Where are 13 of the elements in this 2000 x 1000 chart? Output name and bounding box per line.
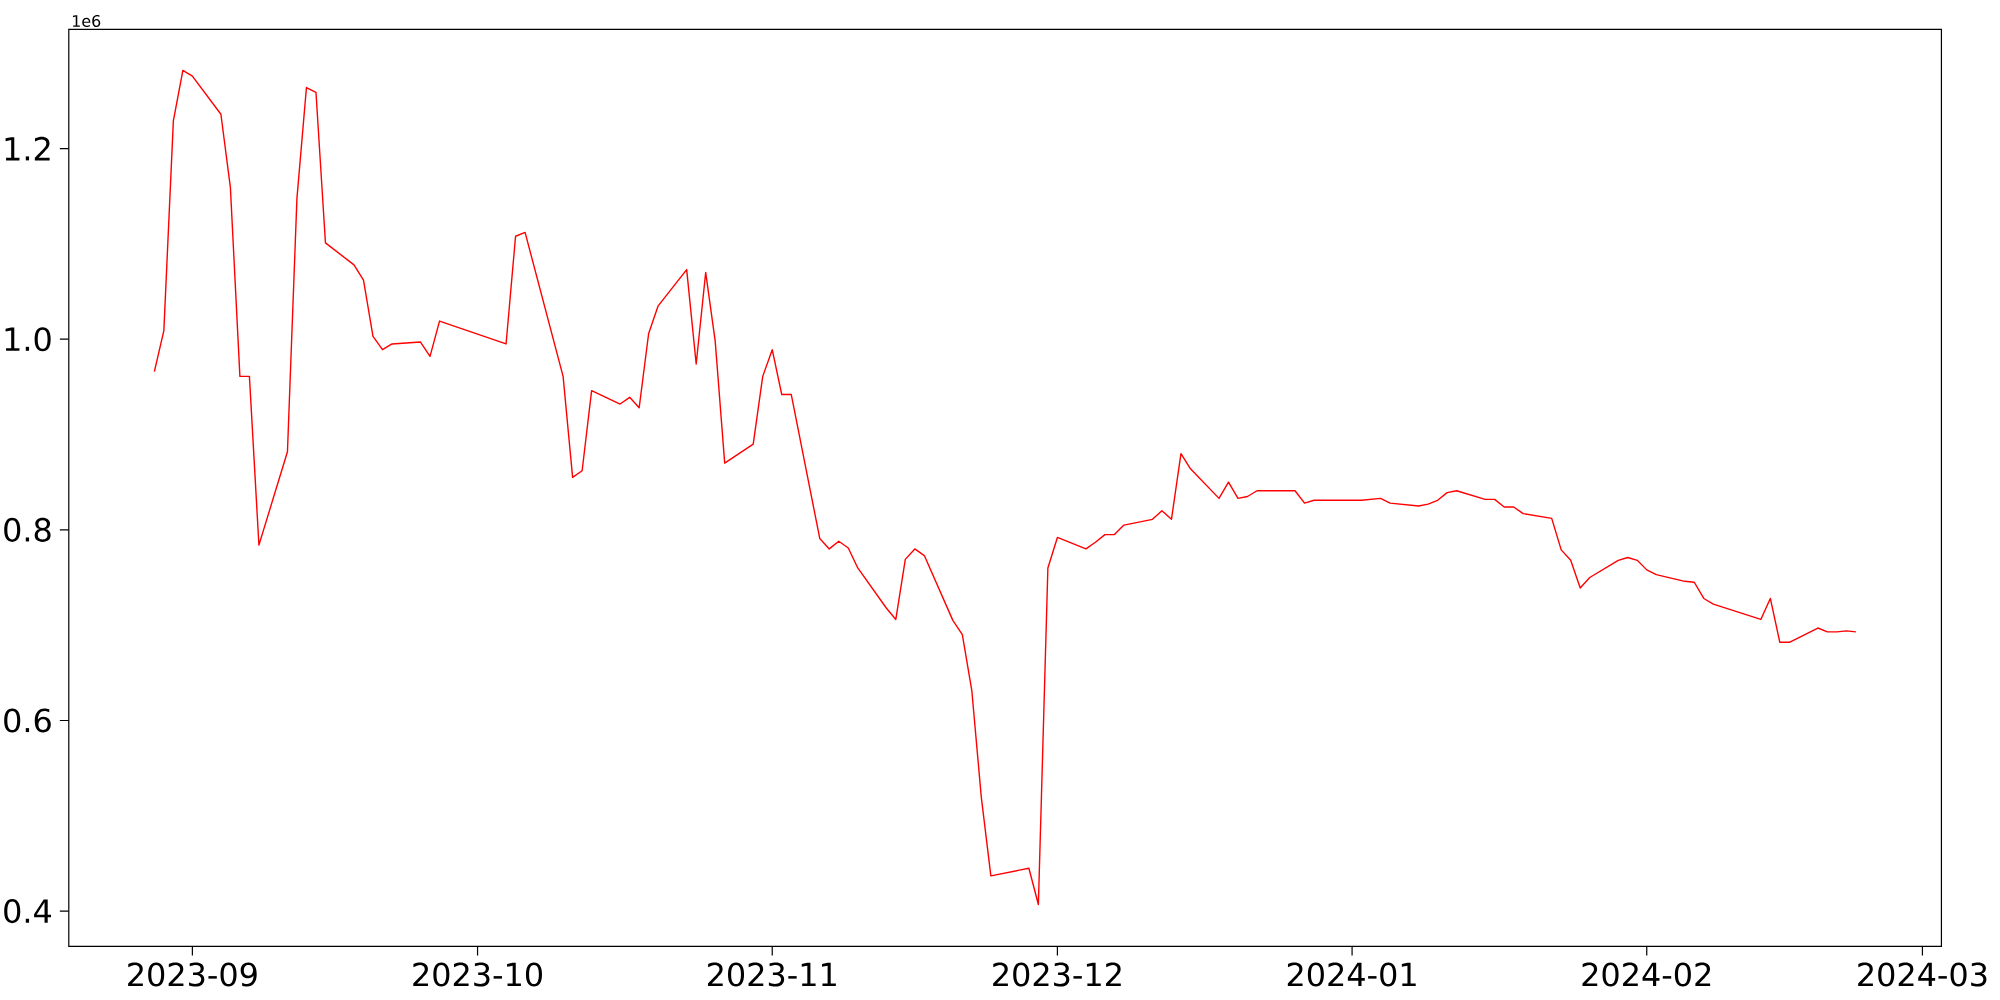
x-tick-label: 2023-09 xyxy=(128,962,257,987)
x-tick-label: 2024-03 xyxy=(1858,962,1987,987)
x-tick-label: 2024-02 xyxy=(1582,962,1711,987)
x-tick-label: 2023-12 xyxy=(993,962,1121,987)
x-tick-label: 2023-10 xyxy=(413,962,542,987)
text: 1e6 xyxy=(72,14,101,27)
y-tick-label: 1.0 xyxy=(5,327,51,352)
x-tick-label: 2024-01 xyxy=(1287,962,1416,987)
y-tick-label: 1.2 xyxy=(5,136,50,161)
y-tick-label: 0.6 xyxy=(4,708,51,733)
y-tick-label: 0.8 xyxy=(4,517,51,542)
y-tick-label: 0.4 xyxy=(4,899,52,924)
x-tick-label: 2023-11 xyxy=(707,962,836,987)
